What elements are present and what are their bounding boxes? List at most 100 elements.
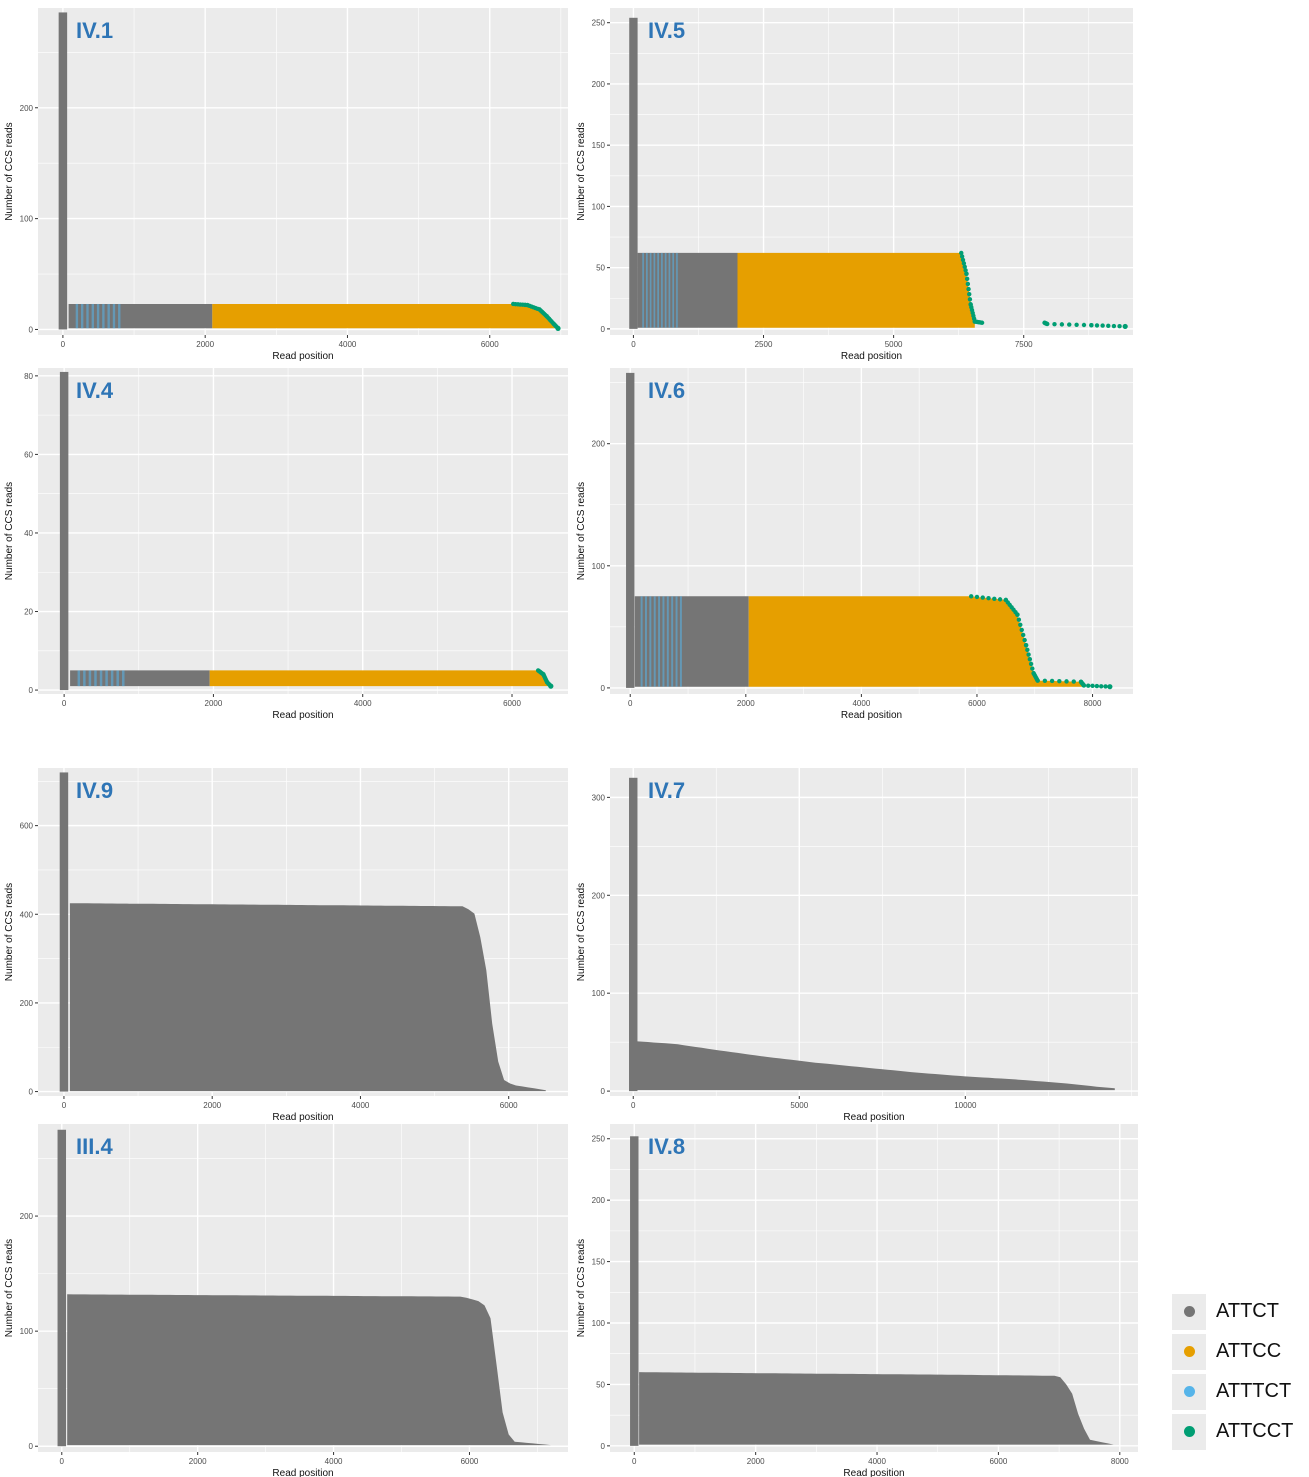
panel-title: III.4 bbox=[76, 1134, 113, 1159]
series-point-attcct bbox=[962, 264, 967, 270]
series-point-attcct bbox=[1094, 323, 1100, 328]
series-band-atttct bbox=[646, 252, 648, 328]
y-tick-label: 100 bbox=[20, 215, 34, 224]
series-band-atttct bbox=[77, 670, 81, 687]
x-tick-label: 0 bbox=[60, 1457, 65, 1466]
series-point-attcct bbox=[997, 597, 1003, 602]
x-tick-label: 0 bbox=[632, 1457, 637, 1466]
x-tick-label: 6000 bbox=[500, 1101, 518, 1110]
series-area-attcc bbox=[737, 252, 975, 328]
y-tick-label: 250 bbox=[592, 1135, 606, 1144]
series-band-atttct bbox=[640, 596, 643, 687]
legend: ATTCT ATTCC ATTTCT ATTCCT bbox=[1172, 1292, 1302, 1452]
series-point-attcct bbox=[1086, 683, 1091, 688]
y-tick-label: 0 bbox=[601, 684, 606, 693]
legend-label: ATTCC bbox=[1216, 1340, 1282, 1362]
series-band-atttct bbox=[86, 303, 89, 329]
y-tick-label: 100 bbox=[20, 1327, 34, 1336]
series-point-attcct bbox=[1035, 678, 1040, 683]
series-band-atttct bbox=[666, 596, 669, 687]
legend-key bbox=[1172, 1333, 1206, 1370]
chart-panel-iii-4: 0 2000 4000 6000 0 100 200 Read position Number … bbox=[4, 1124, 568, 1477]
x-tick-label: 8000 bbox=[1111, 1457, 1129, 1466]
legend-item-attcct: ATTCCT bbox=[1172, 1412, 1302, 1451]
y-axis-label: Number of CCS reads bbox=[4, 1239, 15, 1337]
legend-dot-icon bbox=[1183, 1346, 1195, 1357]
series-area-attct bbox=[67, 1294, 551, 1446]
series-band-atttct bbox=[675, 596, 678, 687]
series-area-attct bbox=[637, 252, 738, 328]
y-tick-label: 150 bbox=[592, 141, 606, 150]
series-band-atttct bbox=[122, 670, 125, 687]
series-point-attcct bbox=[965, 281, 971, 287]
series-point-attcct bbox=[1081, 683, 1087, 688]
y-tick-label: 0 bbox=[29, 325, 34, 334]
legend-item-attcc: ATTCC bbox=[1172, 1332, 1302, 1371]
chart-panel-iv-9: 0 2000 4000 6000 0 200 400 600 Read position Numb… bbox=[4, 768, 568, 1123]
series-band-atttct bbox=[649, 252, 652, 328]
series-point-attcct bbox=[959, 254, 965, 259]
series-band-atttct bbox=[99, 670, 103, 687]
x-tick-label: 2000 bbox=[189, 1457, 207, 1466]
series-area-attct bbox=[635, 1041, 1115, 1091]
series-band-atttct bbox=[107, 303, 110, 329]
series-point-attcct bbox=[968, 594, 974, 599]
x-axis-label: Read position bbox=[841, 351, 902, 362]
x-tick-label: 0 bbox=[61, 340, 66, 349]
series-point-attcct bbox=[1027, 657, 1033, 662]
series-point-attcct bbox=[967, 297, 973, 302]
series-point-attcct bbox=[1067, 322, 1072, 327]
x-axis-label: Read position bbox=[272, 351, 333, 362]
y-tick-label: 60 bbox=[24, 450, 33, 459]
y-tick-label: 40 bbox=[24, 529, 33, 538]
y-tick-label: 200 bbox=[592, 440, 606, 449]
series-band-atttct bbox=[94, 670, 97, 687]
plot-background bbox=[38, 368, 568, 694]
x-tick-label: 0 bbox=[631, 1101, 636, 1110]
x-tick-label: 4000 bbox=[352, 1101, 370, 1110]
series-band-atttct bbox=[116, 670, 119, 687]
x-tick-label: 4000 bbox=[354, 699, 372, 708]
series-point-attcct bbox=[1081, 322, 1087, 328]
legend-dot-icon bbox=[1183, 1426, 1195, 1437]
y-tick-label: 150 bbox=[592, 1258, 606, 1267]
x-tick-label: 2000 bbox=[196, 340, 214, 349]
x-tick-label: 6000 bbox=[968, 699, 986, 708]
series-band-atttct bbox=[102, 303, 105, 329]
x-tick-label: 6000 bbox=[503, 699, 521, 708]
series-point-attcct bbox=[960, 257, 966, 263]
x-tick-label: 0 bbox=[62, 699, 67, 708]
chart-panel-iv-4: 0 2000 4000 6000 0 20 40 60 80 Read position Numbe… bbox=[4, 368, 568, 721]
y-tick-label: 0 bbox=[29, 1442, 34, 1451]
series-band-atttct bbox=[676, 252, 678, 328]
legend-label: ATTCCT bbox=[1216, 1420, 1294, 1442]
series-point-attcct bbox=[961, 261, 967, 266]
series-band-atttct bbox=[658, 596, 661, 687]
chart-panel-iv-1: 0 2000 4000 6000 0 100 200 Read position Number … bbox=[4, 8, 568, 362]
y-axis-label: Number of CCS reads bbox=[4, 122, 15, 220]
series-point-attcct bbox=[1015, 612, 1020, 617]
series-point-attcct bbox=[1023, 642, 1029, 648]
series-area-attct bbox=[639, 1372, 1114, 1445]
chart-panel-iv-7: 0 5000 10000 0 100 200 300 Read position Number … bbox=[576, 768, 1138, 1123]
x-tick-label: 0 bbox=[628, 699, 633, 708]
series-point-attcct bbox=[1107, 684, 1113, 690]
series-band-atttct bbox=[112, 303, 116, 329]
series-point-attcct bbox=[986, 595, 991, 601]
legend-dot-icon bbox=[1183, 1386, 1195, 1397]
y-tick-label: 200 bbox=[592, 80, 606, 89]
series-band-atttct bbox=[657, 252, 659, 328]
series-point-attcct bbox=[1117, 324, 1122, 329]
series-point-attcct bbox=[1052, 321, 1057, 327]
y-tick-label: 0 bbox=[601, 1087, 606, 1096]
chart-panel-iv-5: 0 2500 5000 7500 0 50 100 150 200 250 Read positio… bbox=[576, 8, 1133, 362]
series-band-atttct bbox=[118, 303, 121, 329]
x-tick-label: 8000 bbox=[1084, 699, 1102, 708]
series-point-attcct bbox=[964, 276, 970, 282]
x-axis-label: Read position bbox=[272, 1112, 333, 1123]
series-area-attct bbox=[70, 670, 210, 687]
y-axis-label: Number of CCS reads bbox=[576, 883, 587, 981]
series-peak bbox=[630, 1136, 639, 1446]
y-tick-label: 300 bbox=[592, 793, 606, 802]
